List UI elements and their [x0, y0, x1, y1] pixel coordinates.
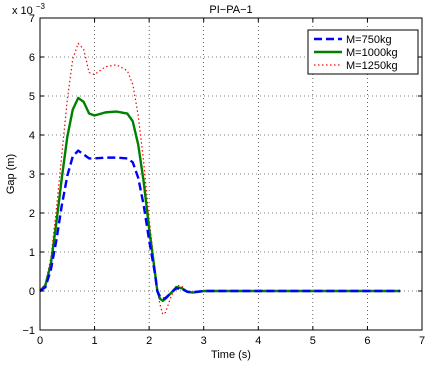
x-tick-label: 3: [201, 335, 207, 347]
legend-label-m1000: M=1000kg: [346, 47, 398, 59]
y-tick-label: 0: [29, 286, 35, 298]
x-tick-label: 7: [419, 335, 425, 347]
x-axis-label: Time (s): [211, 349, 251, 361]
y-exponent-power: −3: [36, 2, 46, 11]
y-tick-label: 5: [29, 91, 35, 103]
series-line-1: [39, 96, 401, 302]
y-tick-label: 2: [29, 208, 35, 220]
x-tick-label: 5: [310, 335, 316, 347]
y-axis-exponent: x 10 −3: [12, 2, 46, 17]
y-tick-label: −1: [22, 325, 35, 337]
y-tick-label: 7: [29, 13, 35, 25]
chart-title: PI−PA−1: [209, 4, 252, 16]
y-axis-label: Gap (m): [5, 154, 17, 194]
y-tick-label: 4: [29, 130, 35, 142]
y-exponent-base: x 10: [12, 5, 33, 17]
x-tick-label: 4: [255, 335, 261, 347]
x-tick-label: 6: [364, 335, 370, 347]
y-tick-label: 6: [29, 52, 35, 64]
x-tick-label: 2: [146, 335, 152, 347]
x-tick-label: 0: [37, 335, 43, 347]
y-tick-label: 3: [29, 169, 35, 181]
x-tick-label: 1: [92, 335, 98, 347]
legend-label-m750: M=750kg: [346, 34, 392, 46]
y-tick-label: 1: [29, 247, 35, 259]
legend: M=750kg M=1000kg M=1250kg: [307, 29, 419, 75]
series-lines: [39, 42, 401, 315]
legend-label-m1250: M=1250kg: [346, 60, 398, 72]
series-line-2: [39, 42, 401, 315]
series-line-0: [39, 149, 401, 300]
